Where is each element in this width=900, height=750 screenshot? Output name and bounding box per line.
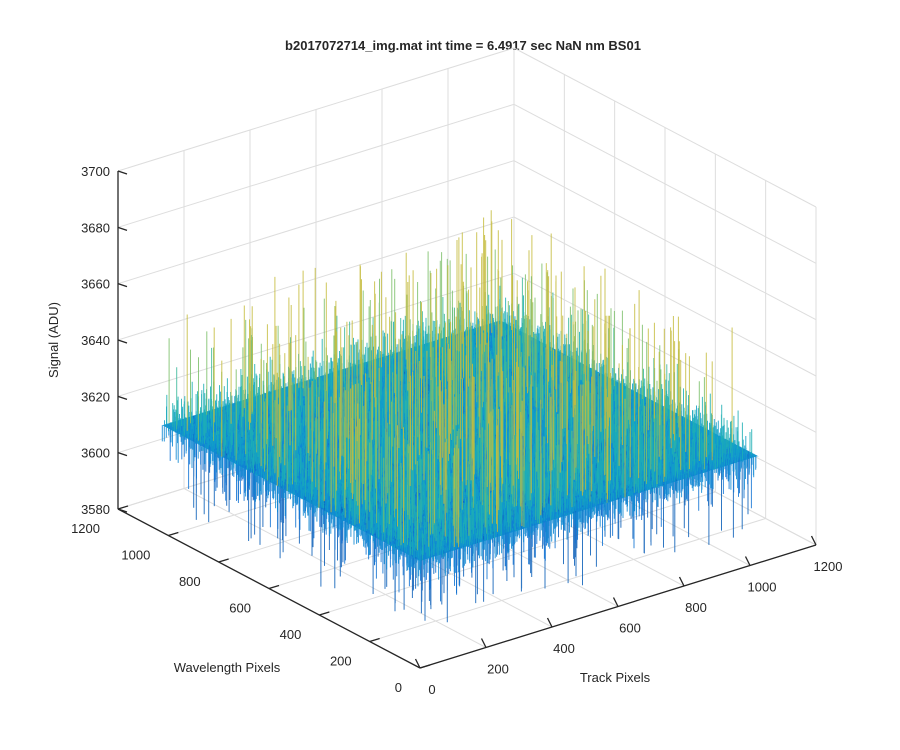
x-axis-label: Track Pixels bbox=[580, 670, 651, 685]
side-wall-grid-line bbox=[513, 216, 817, 377]
z-tick-label: 3680 bbox=[81, 220, 110, 235]
y-tick-label: 1200 bbox=[71, 521, 100, 536]
z-tick-mark bbox=[117, 452, 128, 457]
z-tick-label: 3640 bbox=[81, 333, 110, 348]
x-tick-mark bbox=[810, 535, 817, 546]
back-wall-grid-line bbox=[117, 160, 515, 285]
z-tick-mark bbox=[117, 395, 128, 400]
z-tick-mark bbox=[117, 170, 128, 175]
x-tick-label: 800 bbox=[685, 600, 707, 615]
x-tick-mark bbox=[744, 556, 751, 566]
y-tick-label: 200 bbox=[330, 654, 352, 669]
back-wall-grid-line bbox=[117, 47, 515, 172]
side-wall-grid-line bbox=[513, 272, 817, 433]
z-axis-label: Signal (ADU) bbox=[46, 302, 61, 378]
y-tick-label: 600 bbox=[229, 601, 251, 616]
surface-mesh-strokes bbox=[168, 249, 705, 551]
side-wall-grid-line bbox=[513, 103, 817, 264]
back-wall-grid-line bbox=[117, 103, 515, 228]
floor-grid-line bbox=[319, 491, 716, 616]
y-axis-label: Wavelength Pixels bbox=[174, 660, 281, 675]
surface-plot bbox=[161, 210, 759, 623]
z-tick-label: 3660 bbox=[81, 277, 110, 292]
tick-labels: 0 200 400 600 800 1000 1200 0 200 400 600 800 1000 12… bbox=[71, 164, 842, 697]
y-tick-label: 0 bbox=[395, 680, 402, 695]
z-tick-label: 3580 bbox=[81, 502, 110, 517]
z-tick-mark bbox=[117, 283, 128, 288]
x-tick-label: 1200 bbox=[814, 559, 843, 574]
x-tick-mark bbox=[414, 658, 421, 669]
side-wall-grid-line bbox=[513, 160, 817, 321]
z-tick-mark bbox=[117, 508, 128, 513]
x-tick-mark bbox=[480, 638, 487, 648]
y-tick-label: 400 bbox=[280, 627, 302, 642]
y-tick-mark bbox=[117, 505, 129, 510]
x-tick-label: 200 bbox=[487, 662, 509, 677]
y-tick-label: 1000 bbox=[121, 548, 150, 563]
y-tick-mark bbox=[268, 584, 280, 590]
y-tick-mark bbox=[168, 531, 179, 537]
y-tick-mark bbox=[369, 637, 380, 643]
x-tick-label: 0 bbox=[428, 682, 435, 697]
z-tick-mark bbox=[117, 226, 128, 231]
x-tick-mark bbox=[612, 597, 619, 607]
back-wall-grid-line bbox=[117, 216, 515, 341]
side-wall-grid-line bbox=[513, 47, 817, 208]
x-tick-label: 1000 bbox=[748, 580, 777, 595]
z-tick-label: 3700 bbox=[81, 164, 110, 179]
chart-title: b2017072714_img.mat int time = 6.4917 se… bbox=[285, 38, 641, 53]
axis-lines bbox=[117, 170, 817, 669]
y-tick-mark bbox=[419, 664, 431, 669]
x-tick-mark bbox=[546, 617, 553, 628]
x-tick-mark bbox=[678, 576, 685, 587]
surface-mesh-strokes bbox=[186, 210, 733, 548]
z-tick-label: 3620 bbox=[81, 389, 110, 404]
y-tick-label: 800 bbox=[179, 574, 201, 589]
z-tick-mark bbox=[117, 339, 128, 344]
z-tick-label: 3600 bbox=[81, 446, 110, 461]
x-tick-label: 400 bbox=[553, 641, 575, 656]
y-tick-mark bbox=[319, 611, 330, 616]
y-tick-mark bbox=[218, 558, 229, 563]
x-tick-label: 600 bbox=[619, 621, 641, 636]
